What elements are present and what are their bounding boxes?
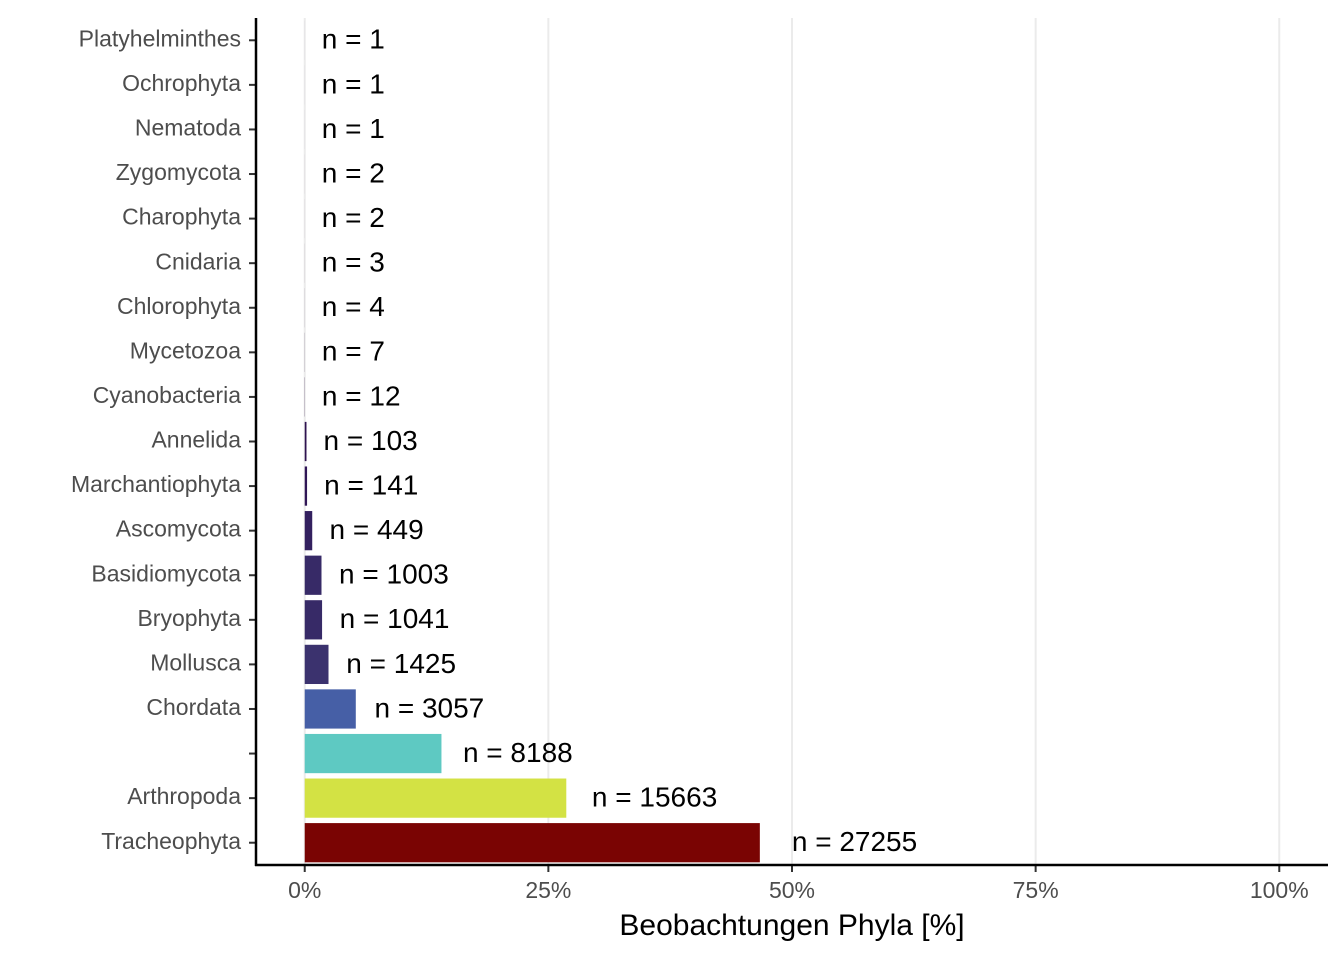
bar <box>305 689 356 728</box>
data-label: n = 103 <box>324 425 418 456</box>
y-tick-label: Zygomycota <box>116 159 241 185</box>
y-tick-label: Cyanobacteria <box>93 382 242 408</box>
data-label: n = 12 <box>322 380 401 411</box>
data-label: n = 1425 <box>346 648 456 679</box>
y-tick-label: Annelida <box>151 427 241 453</box>
y-tick-label: Basidiomycota <box>91 560 241 586</box>
data-label: n = 2 <box>322 202 385 233</box>
y-tick-label: Cnidaria <box>155 248 241 274</box>
data-label: n = 1003 <box>339 559 449 590</box>
data-label: n = 141 <box>324 469 418 500</box>
x-tick-label: 75% <box>1013 877 1059 903</box>
y-tick-label: Arthropoda <box>127 783 241 809</box>
y-tick-label: Ascomycota <box>116 516 241 542</box>
y-tick-label: Chordata <box>146 694 241 720</box>
data-label: n = 3057 <box>374 692 484 723</box>
bar <box>305 466 307 505</box>
y-tick-label: Tracheophyta <box>101 828 241 854</box>
bar <box>305 734 442 773</box>
bar <box>305 422 307 461</box>
bar <box>305 645 329 684</box>
y-tick-label: Charophyta <box>122 204 241 230</box>
bar <box>305 511 313 550</box>
data-label: n = 8188 <box>463 737 573 768</box>
y-tick-label: Ochrophyta <box>122 70 241 96</box>
data-label: n = 449 <box>329 514 423 545</box>
x-tick-label: 50% <box>769 877 815 903</box>
data-label: n = 4 <box>322 291 385 322</box>
data-label: n = 27255 <box>792 826 917 857</box>
data-label: n = 1 <box>322 113 385 144</box>
y-tick-label: Bryophyta <box>137 605 241 631</box>
data-label: n = 1 <box>322 24 385 55</box>
data-label: n = 15663 <box>592 782 717 813</box>
bar <box>305 600 322 639</box>
data-label: n = 3 <box>322 247 385 278</box>
data-label: n = 7 <box>322 336 385 367</box>
x-axis-title: Beobachtungen Phyla [%] <box>619 909 964 942</box>
y-tick-label: Mollusca <box>150 649 241 675</box>
bar <box>305 823 760 862</box>
x-tick-label: 100% <box>1250 877 1309 903</box>
y-tick-label: Platyhelminthes <box>79 25 241 51</box>
data-label: n = 2 <box>322 157 385 188</box>
x-tick-label: 25% <box>525 877 571 903</box>
data-label: n = 1 <box>322 68 385 99</box>
y-tick-label: Marchantiophyta <box>71 471 241 497</box>
data-label: n = 1041 <box>340 603 450 634</box>
bar <box>305 556 322 595</box>
x-tick-label: 0% <box>288 877 321 903</box>
y-tick-label: Nematoda <box>135 115 241 141</box>
y-tick-label: Chlorophyta <box>117 293 241 319</box>
y-tick-label: Mycetozoa <box>130 337 241 363</box>
bar <box>305 779 567 818</box>
